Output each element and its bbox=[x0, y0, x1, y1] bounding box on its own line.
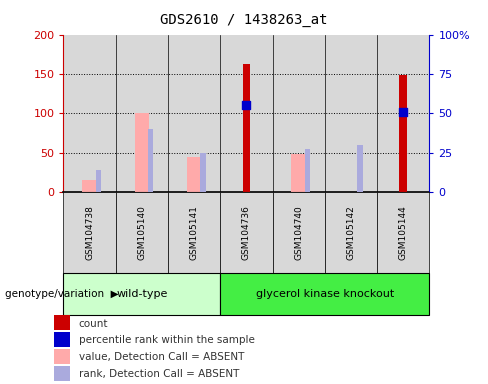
Bar bbox=[116, 35, 168, 192]
Text: GSM105144: GSM105144 bbox=[399, 205, 408, 260]
Text: GSM104738: GSM104738 bbox=[85, 205, 94, 260]
Bar bbox=[135, 113, 149, 192]
Bar bbox=[377, 192, 429, 273]
Text: glycerol kinase knockout: glycerol kinase knockout bbox=[256, 289, 394, 299]
Bar bbox=[116, 192, 168, 273]
Text: GSM105142: GSM105142 bbox=[346, 205, 356, 260]
Bar bbox=[54, 349, 70, 364]
Bar bbox=[273, 35, 325, 192]
Text: GSM104736: GSM104736 bbox=[242, 205, 251, 260]
Bar bbox=[148, 129, 153, 192]
Bar bbox=[377, 35, 429, 192]
Bar bbox=[220, 35, 273, 192]
Bar bbox=[305, 149, 310, 192]
Bar bbox=[63, 273, 220, 315]
Bar bbox=[82, 180, 97, 192]
Point bbox=[399, 109, 407, 115]
Text: GSM104740: GSM104740 bbox=[294, 205, 303, 260]
Bar bbox=[357, 145, 363, 192]
Text: rank, Detection Call = ABSENT: rank, Detection Call = ABSENT bbox=[79, 369, 239, 379]
Bar bbox=[54, 316, 70, 330]
Text: genotype/variation  ▶: genotype/variation ▶ bbox=[5, 289, 119, 299]
Text: GDS2610 / 1438263_at: GDS2610 / 1438263_at bbox=[160, 13, 328, 27]
Text: value, Detection Call = ABSENT: value, Detection Call = ABSENT bbox=[79, 352, 244, 362]
Bar bbox=[243, 65, 250, 192]
Bar bbox=[200, 153, 205, 192]
Bar bbox=[63, 192, 116, 273]
Text: count: count bbox=[79, 318, 108, 329]
Bar bbox=[54, 332, 70, 347]
Text: GSM105141: GSM105141 bbox=[190, 205, 199, 260]
Bar bbox=[54, 366, 70, 381]
Bar bbox=[399, 76, 407, 192]
Bar bbox=[63, 35, 116, 192]
Point bbox=[243, 103, 250, 109]
Bar bbox=[325, 35, 377, 192]
Bar bbox=[168, 35, 220, 192]
Bar bbox=[325, 192, 377, 273]
Bar bbox=[168, 192, 220, 273]
Text: wild-type: wild-type bbox=[116, 289, 167, 299]
Bar bbox=[220, 273, 429, 315]
Text: GSM105140: GSM105140 bbox=[137, 205, 146, 260]
Bar bbox=[291, 154, 306, 192]
Bar bbox=[273, 192, 325, 273]
Bar bbox=[220, 192, 273, 273]
Text: percentile rank within the sample: percentile rank within the sample bbox=[79, 335, 254, 345]
Bar bbox=[96, 170, 101, 192]
Bar bbox=[187, 157, 202, 192]
